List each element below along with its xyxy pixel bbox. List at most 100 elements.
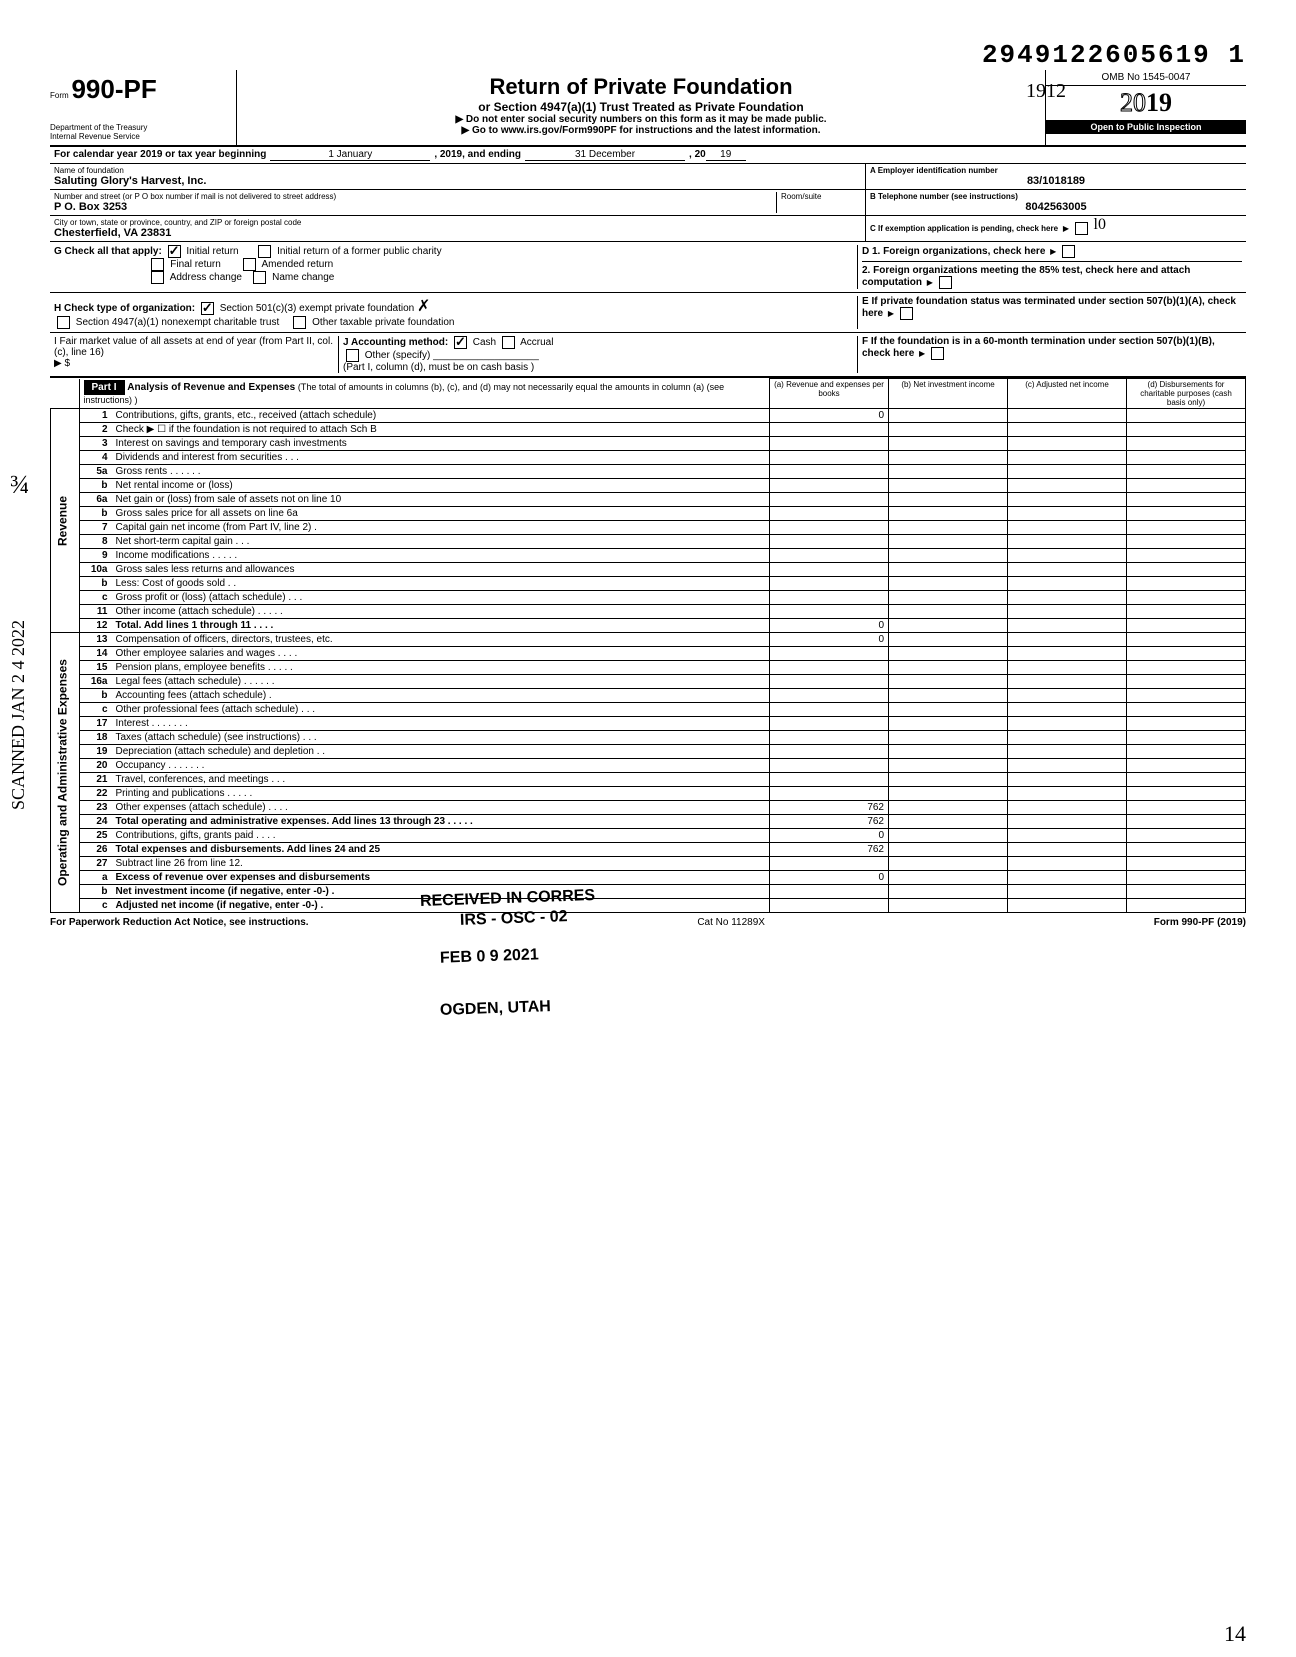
h-row: H Check type of organization: Section 50…: [50, 293, 1246, 333]
d1-row: D 1. Foreign organizations, check here: [862, 245, 1242, 258]
amount-cell: [770, 717, 889, 731]
line-number: 25: [79, 829, 112, 843]
c-checkbox[interactable]: [1075, 222, 1088, 235]
form-right-block: OMB No 1545-0047 2019 Open to Public Ins…: [1045, 70, 1246, 145]
line-description: Capital gain net income (from Part IV, l…: [112, 521, 770, 535]
inspection-label: Open to Public Inspection: [1046, 120, 1246, 134]
d2-checkbox[interactable]: [939, 276, 952, 289]
amended-checkbox[interactable]: [243, 258, 256, 271]
amount-cell: [1127, 479, 1246, 493]
line-number: 15: [79, 661, 112, 675]
amount-cell: [889, 871, 1008, 885]
line-number: 23: [79, 801, 112, 815]
amount-cell: [1008, 661, 1127, 675]
begin-date: 1 January: [270, 149, 430, 161]
amount-cell: [1008, 633, 1127, 647]
tax-year: 2019: [1046, 86, 1246, 120]
table-row: 25Contributions, gifts, grants paid . . …: [51, 829, 1246, 843]
amount-cell: [889, 451, 1008, 465]
amount-cell: [1008, 619, 1127, 633]
line-number: c: [79, 591, 112, 605]
amount-cell: [770, 773, 889, 787]
line-description: Net short-term capital gain . . .: [112, 535, 770, 549]
amount-cell: [770, 689, 889, 703]
amount-cell: [1008, 465, 1127, 479]
d1-checkbox[interactable]: [1062, 245, 1075, 258]
form-header: Form 990-PF Department of the Treasury I…: [50, 70, 1246, 147]
amount-cell: [1008, 871, 1127, 885]
amount-cell: [889, 549, 1008, 563]
line-number: b: [79, 689, 112, 703]
amount-cell: [889, 535, 1008, 549]
form-word: Form: [50, 91, 69, 100]
line-number: 26: [79, 843, 112, 857]
address-change-checkbox[interactable]: [151, 271, 164, 284]
amount-cell: 0: [770, 633, 889, 647]
initial-return-checkbox[interactable]: [168, 245, 181, 258]
amount-cell: [770, 465, 889, 479]
amount-cell: [1127, 703, 1246, 717]
table-row: bNet investment income (if negative, ent…: [51, 885, 1246, 899]
amount-cell: [889, 773, 1008, 787]
line-description: Gross sales less returns and allowances: [112, 563, 770, 577]
g-h-row: G Check all that apply: Initial return I…: [50, 242, 1246, 293]
amount-cell: [770, 885, 889, 899]
dln-number: 2949122605619 1: [982, 40, 1246, 70]
amount-cell: [770, 759, 889, 773]
footer-right: Form 990-PF (2019): [1154, 917, 1246, 928]
amount-cell: [1127, 857, 1246, 871]
table-row: bLess: Cost of goods sold . .: [51, 577, 1246, 591]
line-description: Other income (attach schedule) . . . . .: [112, 605, 770, 619]
line-description: Total. Add lines 1 through 11 . . . .: [112, 619, 770, 633]
former-charity-checkbox[interactable]: [258, 245, 271, 258]
calendar-year-row: For calendar year 2019 or tax year begin…: [50, 147, 1246, 164]
dept-label: Department of the Treasury: [50, 123, 230, 132]
footer-left: For Paperwork Reduction Act Notice, see …: [50, 917, 309, 928]
501c3-checkbox[interactable]: [201, 302, 214, 315]
amount-cell: [770, 731, 889, 745]
amount-cell: [889, 409, 1008, 423]
cash-checkbox[interactable]: [454, 336, 467, 349]
amount-cell: [1127, 563, 1246, 577]
amount-cell: [1008, 409, 1127, 423]
received-stamp-2: IRS - OSC - 02: [460, 908, 568, 930]
amount-cell: [889, 619, 1008, 633]
col-d-header: (d) Disbursements for charitable purpose…: [1127, 379, 1246, 409]
line-number: 24: [79, 815, 112, 829]
table-row: cGross profit or (loss) (attach schedule…: [51, 591, 1246, 605]
line-number: b: [79, 885, 112, 899]
other-method-checkbox[interactable]: [346, 349, 359, 362]
amount-cell: [1008, 899, 1127, 913]
amount-cell: [889, 745, 1008, 759]
amount-cell: [1127, 731, 1246, 745]
amount-cell: [889, 689, 1008, 703]
final-return-checkbox[interactable]: [151, 258, 164, 271]
accrual-checkbox[interactable]: [502, 336, 515, 349]
amount-cell: [889, 437, 1008, 451]
amount-cell: [770, 745, 889, 759]
amount-cell: [889, 885, 1008, 899]
form-instruction-1: ▶ Do not enter social security numbers o…: [245, 114, 1037, 125]
form-subtitle: or Section 4947(a)(1) Trust Treated as P…: [245, 100, 1037, 114]
amount-cell: [1008, 787, 1127, 801]
other-taxable-checkbox[interactable]: [293, 316, 306, 329]
amount-cell: [889, 857, 1008, 871]
f-checkbox[interactable]: [931, 347, 944, 360]
name-change-checkbox[interactable]: [253, 271, 266, 284]
line-number: 5a: [79, 465, 112, 479]
4947-checkbox[interactable]: [57, 316, 70, 329]
amount-cell: [1008, 577, 1127, 591]
line-description: Income modifications . . . . .: [112, 549, 770, 563]
line-description: Check ▶ ☐ if the foundation is not requi…: [112, 423, 770, 437]
g-block: G Check all that apply: Initial return I…: [54, 245, 857, 284]
omb-number: OMB No 1545-0047: [1046, 70, 1246, 86]
line-number: c: [79, 703, 112, 717]
amount-cell: [889, 815, 1008, 829]
line-number: 4: [79, 451, 112, 465]
amount-cell: [770, 437, 889, 451]
amount-cell: [1127, 591, 1246, 605]
entity-info: Name of foundation Saluting Glory's Harv…: [50, 164, 1246, 242]
table-row: Operating and Administrative Expenses13C…: [51, 633, 1246, 647]
amount-cell: [889, 507, 1008, 521]
e-checkbox[interactable]: [900, 307, 913, 320]
